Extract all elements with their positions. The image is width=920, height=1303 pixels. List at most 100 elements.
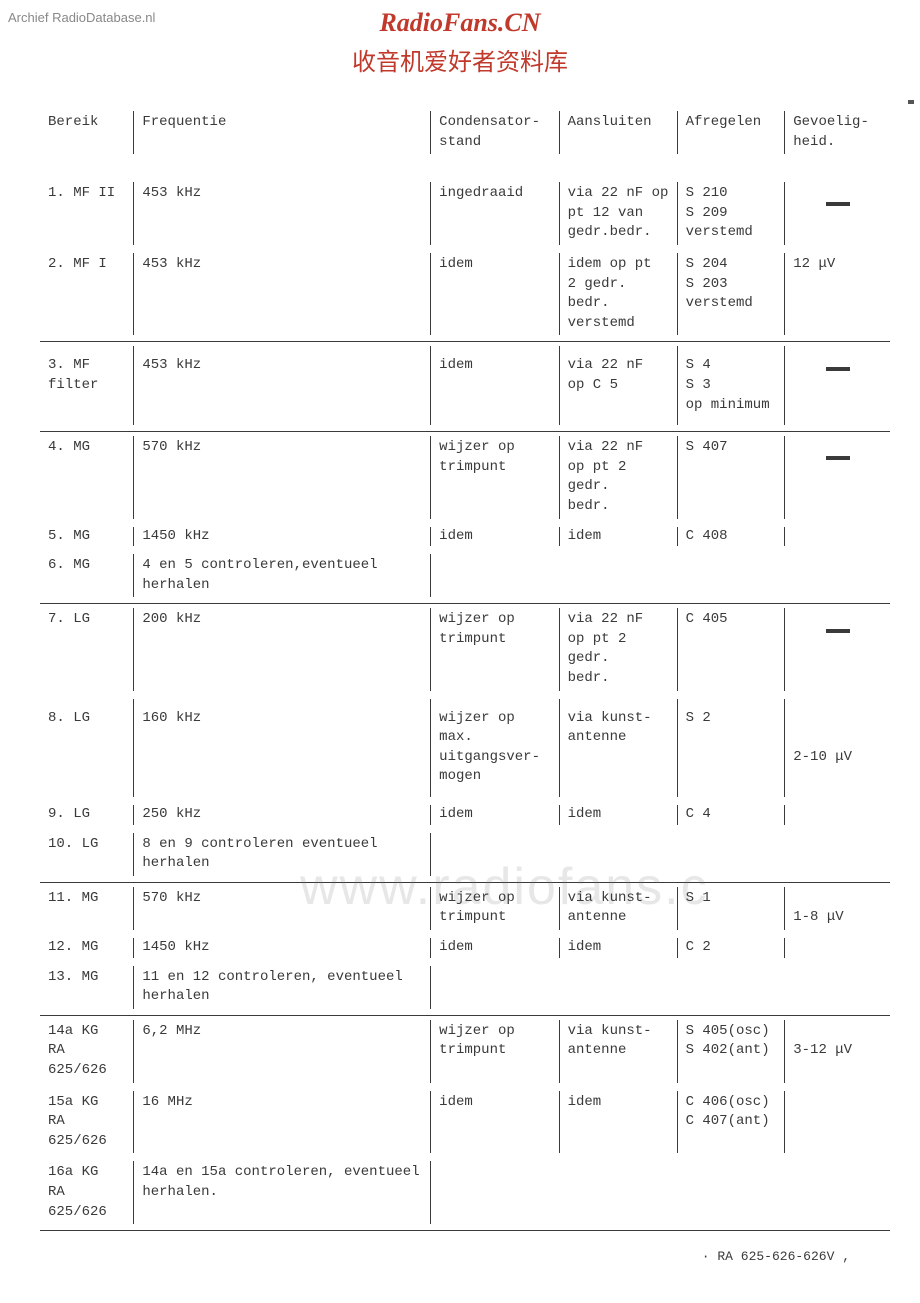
cell-bereik: 11. MG <box>40 882 134 934</box>
table-row: 5. MG1450 kHzidemidemC 408 <box>40 523 890 551</box>
cell-condensator: ingedraaid <box>431 178 559 249</box>
cell-afregelen: C 2 <box>678 934 786 962</box>
table-row: 7. LG200 kHzwijzer op trimpuntvia 22 nF … <box>40 604 890 695</box>
cell-afregelen: S 1 <box>678 882 786 934</box>
cell-afregelen: C 408 <box>678 523 786 551</box>
cell-condensator: idem <box>431 342 559 429</box>
cell-gevoeligheid <box>785 1087 890 1158</box>
cell-aansluiten: idem <box>560 934 678 962</box>
cell-spanned-note: 14a en 15a controleren, eventueel herhal… <box>134 1157 431 1228</box>
table-row: 12. MG1450 kHzidemidemC 2 <box>40 934 890 962</box>
header-subtitle: 收音机爱好者资料库 <box>0 42 920 77</box>
cell-afregelen: S 204 S 203 verstemd <box>678 249 786 339</box>
cell-condensator: wijzer op trimpunt <box>431 604 559 695</box>
cell-spanned-note: 4 en 5 controleren,eventueel herhalen <box>134 550 431 601</box>
cell-gevoeligheid <box>785 342 890 429</box>
cell-gevoeligheid <box>785 934 890 962</box>
table-row: 3. MF filter453 kHzidemvia 22 nF op C 5S… <box>40 342 890 429</box>
cell-condensator: idem <box>431 249 559 339</box>
cell-bereik: 2. MF I <box>40 249 134 339</box>
table-row: 1. MF II453 kHzingedraaidvia 22 nF op pt… <box>40 178 890 249</box>
table-row: 6. MG4 en 5 controleren,eventueel herhal… <box>40 550 890 601</box>
cell-condensator: wijzer op trimpunt <box>431 882 559 934</box>
cell-bereik: 4. MG <box>40 432 134 523</box>
table-row: 11. MG570 kHzwijzer op trimpuntvia kunst… <box>40 882 890 934</box>
cell-gevoeligheid <box>785 523 890 551</box>
cell-bereik: 14a KG RA 625/626 <box>40 1015 134 1086</box>
dash-mark <box>826 367 850 371</box>
cell-aansluiten: idem <box>560 523 678 551</box>
cell-bereik: 10. LG <box>40 829 134 880</box>
cell-condensator: idem <box>431 1087 559 1158</box>
col-aansluiten: Aansluiten <box>560 107 678 158</box>
divider-seg <box>785 1228 890 1231</box>
cell-condensator: idem <box>431 801 559 829</box>
cell-frequentie: 16 MHz <box>134 1087 431 1158</box>
cell-frequentie: 570 kHz <box>134 882 431 934</box>
cell-aansluiten: via kunst- antenne <box>560 1015 678 1086</box>
cell-condensator: idem <box>431 934 559 962</box>
cell-aansluiten: idem op pt 2 gedr. bedr. verstemd <box>560 249 678 339</box>
cell-bereik: 6. MG <box>40 550 134 601</box>
cell-gevoeligheid <box>785 178 890 249</box>
cell-spanned-note: 8 en 9 controleren eventueel herhalen <box>134 829 431 880</box>
footer-model: · RA 625-626-626V , <box>40 1249 890 1264</box>
scan-edge-mark <box>908 100 914 104</box>
cell-afregelen: C 405 <box>678 604 786 695</box>
table-row: 2. MF I453 kHzidemidem op pt 2 gedr. bed… <box>40 249 890 339</box>
cell-afregelen: S 407 <box>678 432 786 523</box>
cell-afregelen: S 4 S 3 op minimum <box>678 342 786 429</box>
cell-afregelen: S 405(osc) S 402(ant) <box>678 1015 786 1086</box>
cell-aansluiten: via kunst- antenne <box>560 882 678 934</box>
cell-frequentie: 453 kHz <box>134 249 431 339</box>
cell-aansluiten: via 22 nF op pt 2 gedr. bedr. <box>560 604 678 695</box>
cell-gevoeligheid <box>431 829 559 880</box>
cell-bereik: 9. LG <box>40 801 134 829</box>
cell-frequentie: 200 kHz <box>134 604 431 695</box>
cell-frequentie: 1450 kHz <box>134 934 431 962</box>
cell-aansluiten: via kunst- antenne <box>560 695 678 801</box>
cell-afregelen: S 2 <box>678 695 786 801</box>
table-row: 10. LG8 en 9 controleren eventueel herha… <box>40 829 890 880</box>
cell-frequentie: 250 kHz <box>134 801 431 829</box>
archive-label: Archief RadioDatabase.nl <box>8 10 155 25</box>
table-row: 4. MG570 kHzwijzer op trimpuntvia 22 nF … <box>40 432 890 523</box>
table-row: 8. LG160 kHzwijzer op max. uitgangsver- … <box>40 695 890 801</box>
dash-mark <box>826 202 850 206</box>
cell-gevoeligheid <box>431 1157 559 1228</box>
cell-aansluiten: idem <box>560 1087 678 1158</box>
cell-gevoeligheid: 2-10 μV <box>785 695 890 801</box>
cell-bereik: 13. MG <box>40 962 134 1013</box>
cell-frequentie: 160 kHz <box>134 695 431 801</box>
cell-condensator: wijzer op trimpunt <box>431 1015 559 1086</box>
cell-frequentie: 453 kHz <box>134 178 431 249</box>
divider-seg <box>678 1228 786 1231</box>
cell-gevoeligheid <box>431 550 559 601</box>
cell-bereik: 1. MF II <box>40 178 134 249</box>
cell-gevoeligheid <box>785 604 890 695</box>
table-divider <box>40 1228 890 1231</box>
cell-bereik: 8. LG <box>40 695 134 801</box>
col-condensator: Condensator- stand <box>431 107 559 158</box>
cell-gevoeligheid: 1-8 μV <box>785 882 890 934</box>
cell-frequentie: 6,2 MHz <box>134 1015 431 1086</box>
table-row: 14a KG RA 625/6266,2 MHzwijzer op trimpu… <box>40 1015 890 1086</box>
col-gevoeligheid: Gevoelig- heid. <box>785 107 890 158</box>
cell-aansluiten: via 22 nF op pt 2 gedr. bedr. <box>560 432 678 523</box>
cell-condensator: idem <box>431 523 559 551</box>
divider-seg <box>134 1228 431 1231</box>
cell-gevoeligheid: 12 μV <box>785 249 890 339</box>
cell-bereik: 12. MG <box>40 934 134 962</box>
cell-aansluiten: via 22 nF op pt 12 van gedr.bedr. <box>560 178 678 249</box>
table-row: 16a KG RA 625/62614a en 15a controleren,… <box>40 1157 890 1228</box>
cell-aansluiten: via 22 nF op C 5 <box>560 342 678 429</box>
table-header-row: BereikFrequentieCondensator- standAanslu… <box>40 107 890 158</box>
cell-spanned-note: 11 en 12 controleren, eventueel herhalen <box>134 962 431 1013</box>
table-row: 13. MG11 en 12 controleren, eventueel he… <box>40 962 890 1013</box>
cell-bereik: 7. LG <box>40 604 134 695</box>
dash-mark <box>826 456 850 460</box>
cell-afregelen: C 4 <box>678 801 786 829</box>
divider-seg <box>560 1228 678 1231</box>
cell-condensator: wijzer op trimpunt <box>431 432 559 523</box>
cell-gevoeligheid: 3-12 μV <box>785 1015 890 1086</box>
